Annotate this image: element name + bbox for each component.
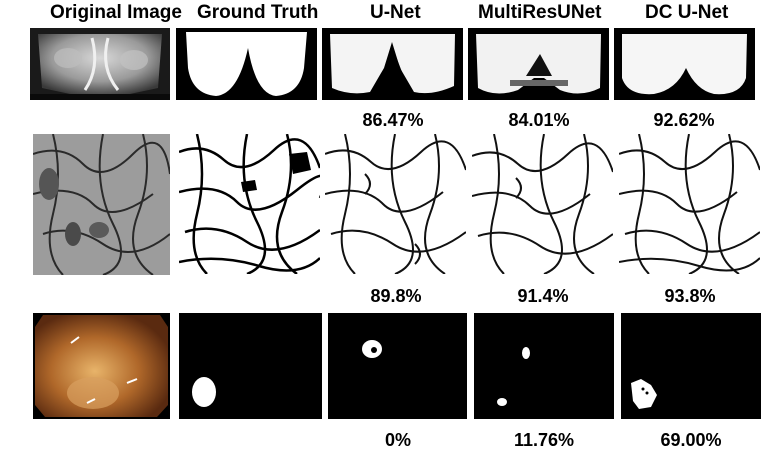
row2-unet-prediction — [325, 134, 466, 274]
row3-multiresunet-score: 11.76% — [513, 430, 575, 450]
header-ground-truth: Ground Truth — [197, 2, 319, 23]
row1-unet-score: 86.47% — [362, 110, 424, 130]
row2-multiresunet-score: 91.4% — [517, 286, 569, 306]
row3-ground-truth — [179, 313, 322, 419]
row2-dcunet-score: 93.8% — [664, 286, 716, 306]
row2-multiresunet-prediction — [472, 134, 613, 274]
row2-ground-truth — [179, 134, 320, 274]
row2-original-image — [33, 134, 170, 275]
row1-multiresunet-prediction — [468, 28, 609, 100]
row2-unet-score: 89.8% — [370, 286, 422, 306]
row1-original-image — [30, 28, 170, 100]
row1-dcunet-score: 92.62% — [653, 110, 715, 130]
row3-dcunet-prediction — [621, 313, 761, 419]
row1-unet-prediction — [322, 28, 463, 100]
row1-ground-truth — [176, 28, 317, 100]
header-multiresunet: MultiResUNet — [478, 2, 602, 23]
row3-multiresunet-prediction — [474, 313, 614, 419]
row1-dcunet-prediction — [614, 28, 755, 100]
row3-original-image — [33, 313, 170, 419]
row3-unet-score: 0% — [384, 430, 411, 450]
header-unet: U-Net — [370, 2, 421, 23]
header-original-image: Original Image — [50, 2, 182, 23]
row1-multiresunet-score: 84.01% — [508, 110, 570, 130]
row2-dcunet-prediction — [619, 134, 760, 274]
row3-dcunet-score: 69.00% — [660, 430, 722, 450]
header-dcunet: DC U-Net — [645, 2, 729, 23]
row3-unet-prediction — [328, 313, 467, 419]
